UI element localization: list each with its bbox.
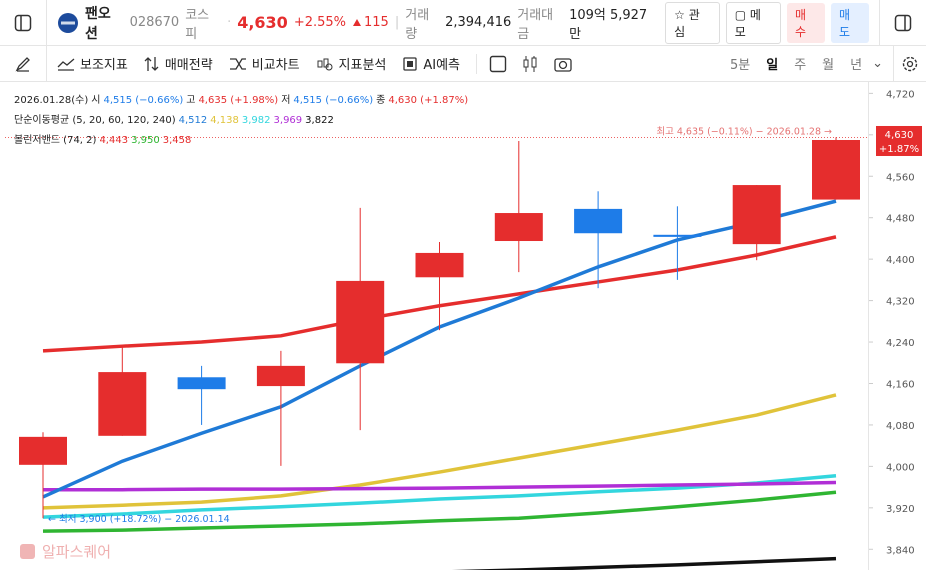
market: 코스피 <box>185 7 210 42</box>
bb-value: 4,443 <box>99 135 129 146</box>
chart: 최고 4,635 (−0.11%) − 2026.01.28 → ← 최저 3,9… <box>5 82 922 570</box>
info-panel: 2026.01.28(수) 시 4,515 (−0.66%) 고 4,635 (+1.9… <box>14 91 471 151</box>
indicator-line <box>42 473 837 519</box>
panel-toggle[interactable] <box>880 14 926 32</box>
y-tick-label: 4,720 <box>886 89 915 100</box>
candle-body <box>812 139 860 200</box>
candle-body <box>19 436 67 465</box>
indicator-line <box>42 393 837 510</box>
high-note: 최고 4,635 (−0.11%) − 2026.01.28 → <box>656 126 832 137</box>
tool-indicator[interactable]: 보조지표 <box>57 54 128 73</box>
price: 4,630 <box>237 13 288 32</box>
tool-label: 보조지표 <box>80 58 128 73</box>
candle-body <box>574 208 623 234</box>
sell-button[interactable]: 매도 <box>831 2 870 43</box>
volume-label: 거래량 <box>405 7 430 42</box>
date: 2026.01.28(수) <box>14 95 89 106</box>
ohlc-label: 고 <box>186 95 196 106</box>
indicator-line <box>42 490 837 533</box>
ohlc-value: 4,630 (+1.87%) <box>388 95 469 106</box>
settings[interactable] <box>894 55 926 73</box>
y-tick-label: 4,080 <box>886 421 915 432</box>
indicator-line <box>451 556 837 570</box>
period[interactable]: 주 <box>794 58 807 73</box>
bb-label: 볼린저밴드 (74, 2) <box>14 135 97 146</box>
period[interactable]: 년 <box>850 58 863 73</box>
sidebar-toggle[interactable] <box>0 0 46 46</box>
tool-label: 비교차트 <box>251 58 300 73</box>
period-active[interactable]: 일 <box>766 58 779 73</box>
y-tick-label: 3,920 <box>886 504 915 515</box>
y-tick-label: 4,560 <box>886 172 915 183</box>
candle-body <box>732 185 781 245</box>
tool-strategy[interactable]: 매매전략 <box>144 54 213 73</box>
logo <box>57 12 78 33</box>
ma-value: 3,982 <box>241 115 271 126</box>
y-tick-label: 4,400 <box>886 255 915 266</box>
tool-ai[interactable]: AI예측 <box>402 54 460 73</box>
tool-label: AI예측 <box>423 58 461 73</box>
candle-icon[interactable] <box>521 55 539 73</box>
camera-icon[interactable] <box>553 55 573 73</box>
candle-body <box>177 377 226 390</box>
candle-body <box>256 365 305 387</box>
period[interactable]: 월 <box>822 58 835 73</box>
ma-value: 4,512 <box>178 115 208 126</box>
y-tick-label: 4,160 <box>886 379 915 390</box>
ma-value: 3,969 <box>273 115 303 126</box>
y-tick-label: 4,320 <box>886 297 915 308</box>
tool-compare[interactable]: 비교차트 <box>229 54 300 73</box>
ohlc-value: 4,635 (+1.98%) <box>198 95 279 106</box>
memo-button[interactable]: ▢ 메모 <box>725 1 781 44</box>
y-tick-label: 4,240 <box>886 338 915 349</box>
ohlc-label: 저 <box>281 95 291 106</box>
price-tag <box>876 125 922 156</box>
change: 115 <box>364 15 389 30</box>
candle-body <box>415 252 464 278</box>
indicator-line <box>43 480 837 492</box>
period[interactable]: 5분 <box>729 58 751 73</box>
watch-button[interactable]: ☆ 관심 <box>665 1 720 44</box>
tool-label: 지표분석 <box>338 58 387 73</box>
candle-body <box>336 280 385 364</box>
watch-label: 관심 <box>674 7 700 39</box>
low-note: ← 최저 3,900 (+18.72%) − 2026.01.14 <box>48 514 230 525</box>
amount-label: 거래대금 <box>517 7 554 42</box>
tool-analysis[interactable]: 지표분석 <box>316 54 387 73</box>
watermark-icon <box>20 544 35 559</box>
ma-label: 단순이동평균 (5, 20, 60, 120, 240) <box>14 115 176 126</box>
amount: 109억 5,927만 <box>569 7 648 42</box>
ohlc-label: 시 <box>91 95 101 106</box>
checkbox[interactable] <box>489 55 507 73</box>
stock-code: 028670 <box>129 15 180 30</box>
stock-name: 팬오션 <box>84 5 111 42</box>
y-tick-label: 4,480 <box>886 214 915 225</box>
ohlc-value: 4,515 (−0.66%) <box>293 95 374 106</box>
buy-button[interactable]: 매수 <box>786 2 825 43</box>
memo-label: 메모 <box>734 7 761 39</box>
toolbar: 보조지표 매매전략 비교차트 지표분석 AI예측 5분 일 주 월 년 ⌄ <box>0 45 926 82</box>
price-tag-value: 4,630 <box>885 130 914 141</box>
tool-label: 매매전략 <box>164 58 213 73</box>
candle-body <box>98 372 147 436</box>
watermark: 알파스퀘어 <box>42 543 111 561</box>
draw-tool[interactable] <box>0 56 46 72</box>
ohlc-label: 종 <box>376 95 386 106</box>
candle-body <box>494 213 543 242</box>
ma-value: 3,822 <box>305 115 334 126</box>
price-tag-change: +1.87% <box>879 144 919 155</box>
ohlc-value: 4,515 (−0.66%) <box>103 95 184 106</box>
volume: 2,394,416 <box>445 15 512 30</box>
header: 팬오션 028670 코스피 · 4,630 +2.55% 115 | 거래량 … <box>0 0 926 46</box>
y-tick-label: 4,000 <box>886 462 915 473</box>
bb-value: 3,458 <box>162 135 192 146</box>
y-tick-label: 3,840 <box>886 545 915 556</box>
candle-body <box>653 234 702 237</box>
change-pct: +2.55% <box>293 15 347 30</box>
bb-value: 3,950 <box>131 135 160 146</box>
ma-value: 4,138 <box>210 115 239 126</box>
